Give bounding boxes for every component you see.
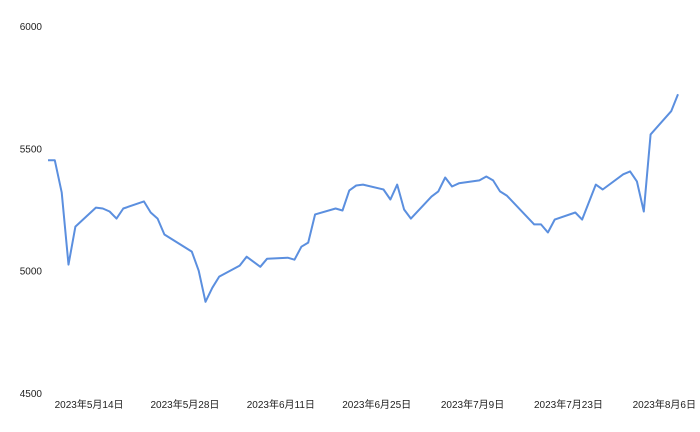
x-tick-label: 2023年6月11日 (247, 398, 315, 411)
x-tick-label: 2023年7月9日 (441, 398, 504, 411)
y-axis: 4500 5000 5500 6000 (20, 22, 43, 400)
series-line (48, 93, 679, 303)
y-tick-label: 6000 (20, 22, 43, 33)
x-tick-label: 2023年8月6日 (633, 398, 696, 411)
x-tick-label: 2023年5月14日 (55, 398, 124, 411)
x-tick-label: 2023年5月28日 (150, 398, 219, 411)
y-tick-label: 5500 (20, 144, 43, 155)
y-tick-label: 4500 (20, 389, 43, 400)
x-tick-label: 2023年6月25日 (342, 398, 411, 411)
x-tick-label: 2023年7月23日 (534, 398, 603, 411)
y-tick-label: 5000 (20, 267, 43, 278)
x-axis: 2023年5月14日 2023年5月28日 2023年6月11日 2023年6月25日… (55, 398, 696, 411)
